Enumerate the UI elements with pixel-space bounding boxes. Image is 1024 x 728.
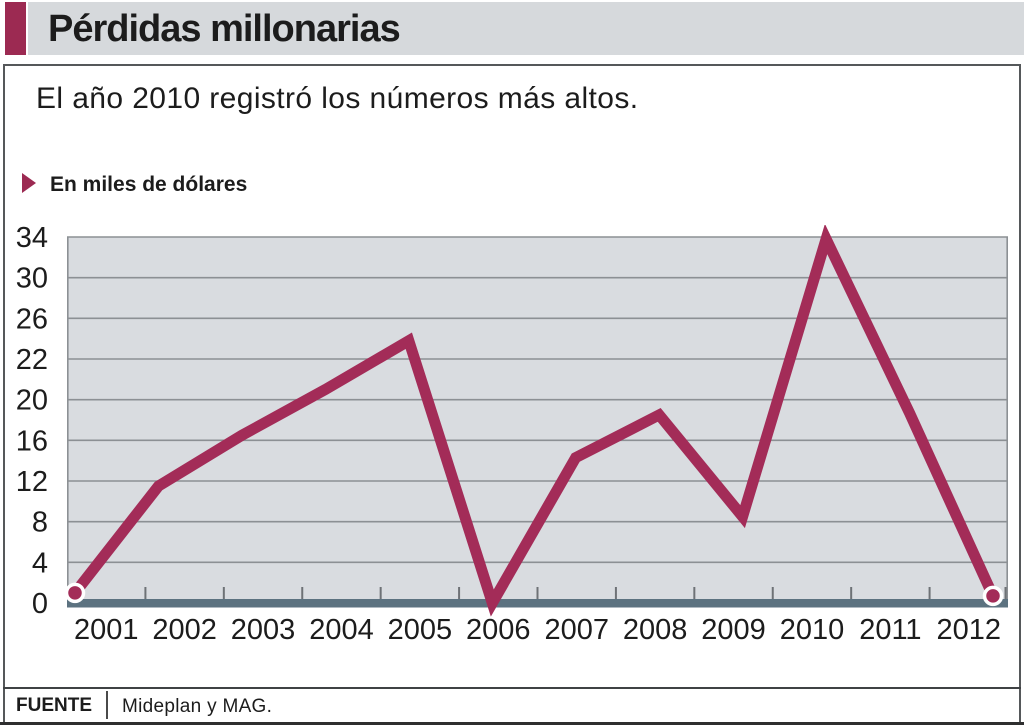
x-axis-label: 2005 — [388, 614, 453, 646]
page-title: Pérdidas millonarias — [48, 8, 401, 50]
chart-canvas: 34 30 26 22 20 16 12 8 4 0 2001 2002 2003 2004 2005 200… — [16, 225, 1009, 646]
y-axis-label: 12 — [16, 466, 48, 498]
header-accent-square — [5, 2, 26, 55]
y-axis-label: 4 — [32, 547, 48, 579]
y-axis-label: 8 — [32, 507, 48, 539]
chart-subtitle: El año 2010 registró los números más alt… — [36, 82, 639, 115]
units-label: En miles de dólares — [50, 173, 248, 196]
x-axis-label: 2008 — [623, 614, 688, 646]
y-axis-label: 20 — [16, 385, 48, 417]
header-band — [28, 2, 1024, 55]
plot-background — [67, 237, 1008, 603]
y-axis-label: 34 — [16, 225, 48, 254]
x-axis-label: 2001 — [74, 614, 139, 646]
source-label: FUENTE — [16, 695, 92, 716]
x-axis-label: 2010 — [780, 614, 845, 646]
endpoint-marker — [982, 585, 1004, 607]
line-chart: 34 30 26 22 20 16 12 8 4 0 2001 2002 2003 2004 2005 200… — [10, 225, 1014, 655]
footer-top-rule — [3, 687, 1021, 689]
x-axis-label: 2007 — [544, 614, 609, 646]
source-text: Mideplan y MAG. — [122, 696, 273, 717]
baseline-bar — [67, 599, 1008, 608]
y-axis-label: 26 — [16, 303, 48, 335]
trend-line — [70, 225, 999, 617]
y-axis-label: 22 — [16, 344, 48, 376]
endpoint-marker — [64, 582, 86, 604]
y-axis-label: 0 — [32, 588, 48, 620]
x-axis-label: 2012 — [937, 614, 1002, 646]
x-axis-label: 2011 — [859, 614, 921, 646]
y-axis-label: 16 — [16, 425, 48, 457]
kicker-arrow-icon — [22, 173, 36, 193]
bottom-rule — [0, 722, 1024, 725]
x-axis-label: 2006 — [466, 614, 531, 646]
x-axis-label: 2004 — [309, 614, 374, 646]
y-axis-label: 30 — [16, 263, 48, 295]
x-axis-label: 2002 — [152, 614, 217, 646]
source-divider — [106, 691, 108, 719]
x-axis-label: 2009 — [701, 614, 766, 646]
x-axis-label: 2003 — [231, 614, 296, 646]
